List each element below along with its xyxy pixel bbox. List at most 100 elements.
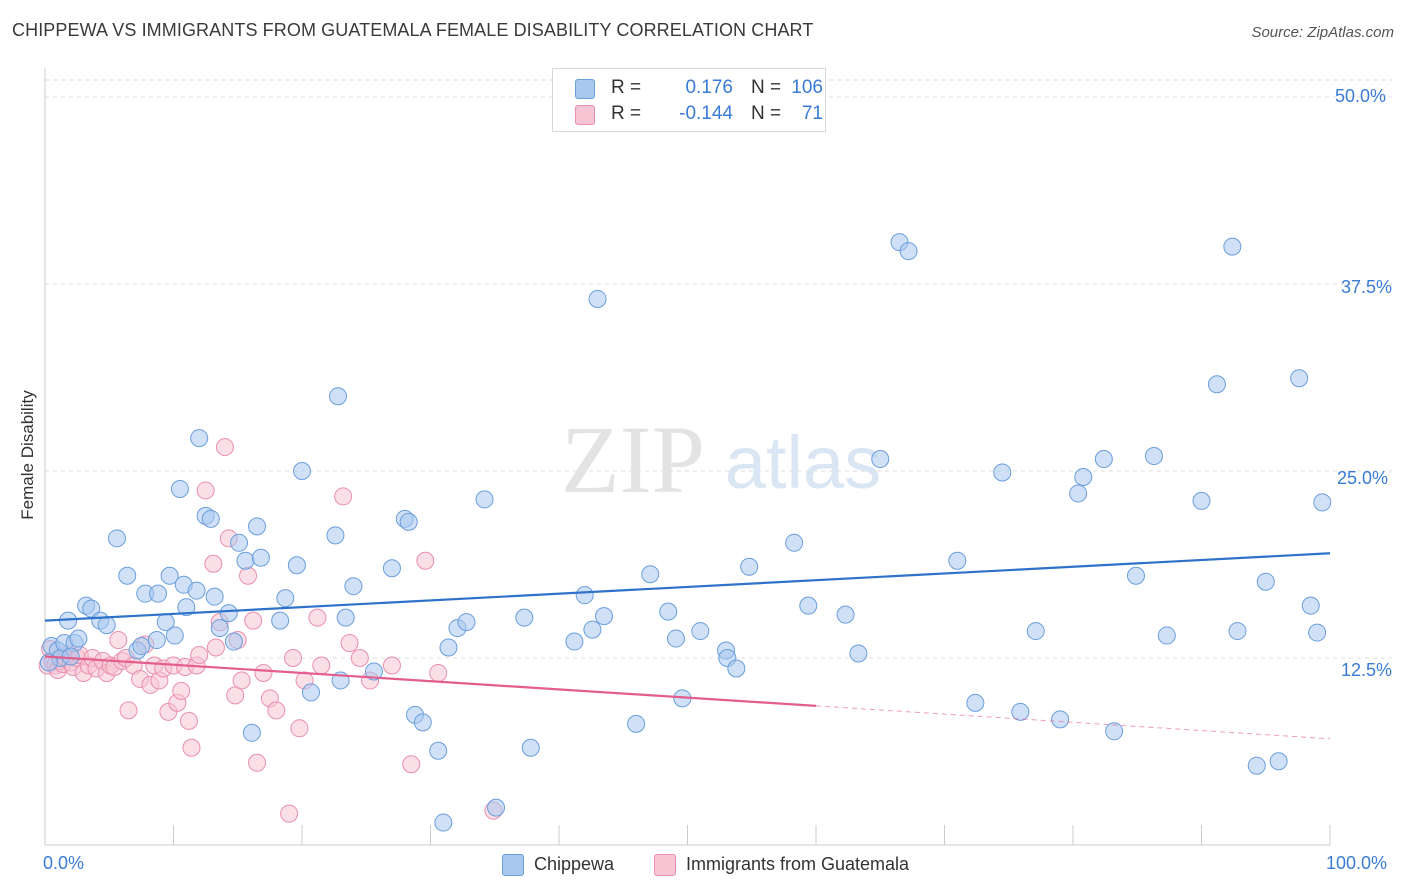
guatemala-point [119, 701, 138, 720]
chippewa-point [1074, 467, 1093, 486]
chippewa-point [575, 586, 594, 605]
chippewa-point [439, 638, 458, 657]
chippewa-point [201, 509, 220, 528]
chippewa-point [132, 637, 151, 656]
r-label: R = [611, 103, 642, 124]
chippewa-point [1256, 572, 1275, 591]
guatemala-point [196, 481, 215, 500]
guatemala-trend-line-extension [815, 705, 1331, 740]
chippewa-point [165, 626, 184, 645]
chippewa-point [583, 620, 602, 639]
guatemala-point [312, 656, 331, 675]
chippewa-point [627, 714, 646, 733]
legend-swatch-chippewa [502, 854, 524, 876]
guatemala-point [402, 755, 421, 774]
watermark: ZIP atlas [561, 406, 881, 513]
correlation-legend: R = 0.176 N = 106 R = -0.144 N = 71 [552, 68, 826, 132]
chippewa-point [1207, 375, 1226, 394]
chippewa-point [966, 693, 985, 712]
guatemala-point [232, 671, 251, 690]
n-value: 71 [801, 103, 823, 124]
chippewa-point [666, 629, 685, 648]
chippewa-point [1011, 702, 1030, 721]
chart-title: CHIPPEWA VS IMMIGRANTS FROM GUATEMALA FE… [12, 20, 814, 40]
chippewa-point [230, 533, 249, 552]
chippewa-point [434, 813, 453, 832]
guatemala-point [182, 738, 201, 757]
guatemala-point [350, 649, 369, 667]
chippewa-point [242, 723, 261, 742]
chippewa-point [219, 604, 238, 623]
chippewa-point [727, 659, 746, 678]
chippewa-point [1308, 623, 1327, 642]
guatemala-point [254, 663, 273, 682]
chippewa-point [691, 622, 710, 641]
legend-label-chippewa: Chippewa [534, 854, 615, 874]
chippewa-point [1094, 450, 1113, 469]
guatemala-point [290, 719, 309, 738]
chippewa-point [293, 462, 311, 480]
chippewa-point [487, 798, 506, 817]
guatemala-point [244, 611, 263, 630]
chippewa-point [836, 605, 855, 624]
chippewa-point [160, 566, 179, 585]
chippewa-point [521, 738, 540, 757]
chippewa-point [899, 242, 918, 261]
chippewa-point [187, 581, 206, 600]
y-tick-label: 12.5% [1341, 660, 1393, 680]
chippewa-point [515, 608, 534, 627]
x-tick-label-max: 100.0% [1326, 853, 1388, 873]
chippewa-point [39, 653, 58, 672]
chippewa-point [1247, 756, 1266, 775]
n-label: N = [751, 103, 782, 124]
chippewa-point [236, 551, 255, 570]
chippewa-point [871, 450, 890, 469]
chippewa-point [69, 629, 88, 648]
trend-lines [44, 552, 1331, 740]
chippewa-point [1313, 493, 1332, 512]
chippewa-point [413, 713, 432, 732]
source-label: Source: ZipAtlas.com [1251, 24, 1394, 41]
guatemala-point [109, 631, 128, 650]
chippewa-point [1290, 369, 1309, 388]
chippewa-point [1105, 722, 1124, 741]
chippewa-point [149, 584, 168, 603]
axes [44, 68, 1331, 846]
legend-label-guatemala: Immigrants from Guatemala [686, 854, 910, 874]
chippewa-point [641, 565, 660, 584]
chippewa-point [271, 611, 290, 630]
n-label: N = [751, 77, 782, 98]
guatemala-point [284, 649, 303, 667]
series-chippewa-points [39, 233, 1332, 832]
chippewa-point [993, 463, 1012, 482]
r-value: -0.144 [679, 103, 733, 124]
chippewa-point [565, 632, 584, 651]
guatemala-point [308, 608, 327, 627]
guatemala-point [179, 711, 198, 730]
chippewa-point [785, 533, 804, 552]
chippewa-point [399, 512, 418, 531]
guatemala-point [190, 646, 209, 665]
chippewa-point [475, 490, 494, 509]
chippewa-point [344, 577, 363, 596]
chippewa-point [948, 551, 967, 570]
r-value: 0.176 [685, 77, 733, 98]
guatemala-point [226, 686, 245, 705]
watermark-zip: ZIP [561, 406, 705, 513]
chippewa-trend-line [44, 552, 1331, 622]
chippewa-point [457, 613, 476, 632]
chippewa-point [429, 741, 448, 760]
chippewa-point [1069, 484, 1088, 503]
chippewa-point [1144, 447, 1163, 466]
guatemala-point [382, 656, 401, 675]
guatemala-point [280, 804, 299, 823]
chippewa-point [248, 517, 267, 536]
chippewa-point [147, 631, 166, 650]
guatemala-point [239, 566, 258, 585]
chippewa-point [301, 683, 320, 702]
chippewa-point [118, 566, 137, 585]
guatemala-point [204, 554, 223, 573]
guatemala-point [267, 701, 286, 720]
chippewa-point [251, 548, 270, 567]
